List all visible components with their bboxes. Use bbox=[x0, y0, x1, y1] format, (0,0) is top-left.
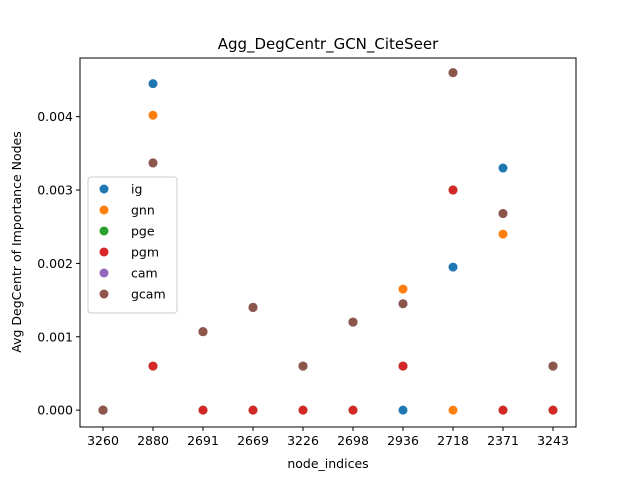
y-tick-label: 0.004 bbox=[37, 109, 73, 124]
point-gcam bbox=[198, 327, 208, 337]
legend-label-pge: pge bbox=[131, 224, 155, 239]
point-pgm bbox=[448, 185, 458, 195]
y-axis-label: Avg DegCentr of Importance Nodes bbox=[9, 131, 24, 353]
point-gcam bbox=[348, 317, 358, 327]
point-gcam bbox=[448, 68, 458, 78]
x-tick-label: 2691 bbox=[187, 433, 219, 448]
x-tick-label: 2371 bbox=[487, 433, 519, 448]
legend-box bbox=[87, 176, 178, 314]
point-gcam bbox=[498, 209, 508, 219]
legend-marker-pgm bbox=[99, 247, 109, 257]
point-gcam bbox=[398, 299, 408, 309]
x-tick-label: 3243 bbox=[537, 433, 569, 448]
point-ig bbox=[498, 163, 508, 173]
legend-marker-gnn bbox=[99, 205, 109, 215]
point-gnn bbox=[448, 405, 458, 415]
point-pgm bbox=[248, 405, 258, 415]
legend-label-gnn: gnn bbox=[131, 203, 155, 218]
point-pgm bbox=[498, 405, 508, 415]
legend-label-gcam: gcam bbox=[131, 287, 166, 302]
x-tick-label: 2718 bbox=[437, 433, 469, 448]
point-pgm bbox=[548, 405, 558, 415]
x-tick-label: 2880 bbox=[137, 433, 169, 448]
point-ig bbox=[398, 405, 408, 415]
chart-title: Agg_DegCentr_GCN_CiteSeer bbox=[218, 35, 439, 54]
axes-frame bbox=[79, 57, 577, 428]
legend-label-ig: ig bbox=[131, 182, 142, 197]
point-ig bbox=[148, 79, 158, 89]
x-tick-label: 2669 bbox=[237, 433, 269, 448]
x-axis-label: node_indices bbox=[287, 456, 368, 471]
point-gcam bbox=[98, 405, 108, 415]
legend-label-cam: cam bbox=[131, 266, 158, 281]
legend-marker-gcam bbox=[99, 289, 109, 299]
point-gcam bbox=[248, 302, 258, 312]
y-tick-label: 0.002 bbox=[37, 256, 73, 271]
point-pgm bbox=[398, 361, 408, 371]
point-pgm bbox=[198, 405, 208, 415]
point-pgm bbox=[148, 361, 158, 371]
legend-label-pgm: pgm bbox=[131, 245, 159, 260]
point-pgm bbox=[298, 405, 308, 415]
point-gnn bbox=[498, 229, 508, 239]
point-gcam bbox=[548, 361, 558, 371]
point-gcam bbox=[298, 361, 308, 371]
point-pgm bbox=[348, 405, 358, 415]
plot-area bbox=[98, 68, 558, 415]
legend-marker-cam bbox=[99, 268, 109, 278]
legend: ig gnn pge pgm cam gcam bbox=[87, 176, 178, 314]
y-tick-label: 0.001 bbox=[37, 329, 73, 344]
x-tick-label: 2936 bbox=[387, 433, 419, 448]
x-tick-label: 3260 bbox=[87, 433, 119, 448]
point-gcam bbox=[148, 158, 158, 168]
x-tick-label: 2698 bbox=[337, 433, 369, 448]
point-ig bbox=[448, 262, 458, 272]
y-tick-label: 0.000 bbox=[37, 403, 73, 418]
point-gnn bbox=[398, 284, 408, 294]
legend-marker-ig bbox=[99, 184, 109, 194]
x-tick-label: 3226 bbox=[287, 433, 319, 448]
point-gnn bbox=[148, 110, 158, 120]
legend-marker-pge bbox=[99, 226, 109, 236]
y-tick-label: 0.003 bbox=[37, 183, 73, 198]
